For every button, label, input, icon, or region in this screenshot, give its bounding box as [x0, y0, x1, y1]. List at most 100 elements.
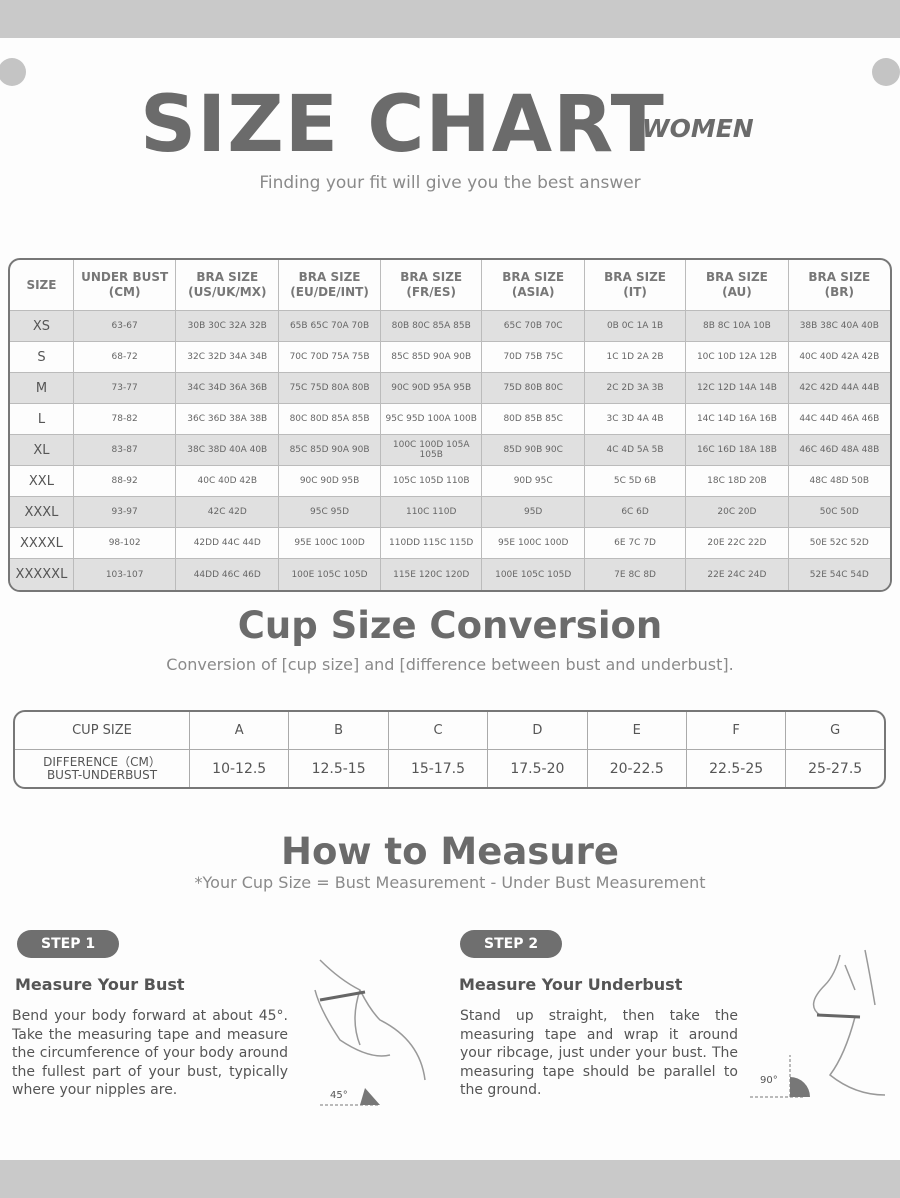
- table-cell: 65B 65C 70A 70B: [279, 311, 381, 342]
- table-cell: 0B 0C 1A 1B: [584, 311, 687, 342]
- cup-title: Cup Size Conversion: [237, 604, 663, 647]
- cup-size-table: CUP SIZE A B C D E F G DIFFERENCE（CM） BUST-UNDER…: [13, 710, 886, 789]
- column-header-line: SIZE: [26, 277, 57, 292]
- table-cell: 50C 50D: [788, 497, 890, 528]
- table-cell: 68-72: [73, 342, 177, 373]
- cup-cell: A: [190, 712, 290, 750]
- size-chart-table: SIZE UNDER BUST (CM) BRA SIZE (US/UK/MX) BRA …: [8, 258, 892, 592]
- table-row: L 78-82 36C 36D 38A 38B 80C 80D 85A 85B 95C …: [10, 404, 890, 435]
- cup-cell: G: [786, 712, 884, 750]
- difference-cell: 20-22.5: [588, 750, 687, 787]
- table-cell: 42C 42D: [176, 497, 280, 528]
- difference-label-line2: BUST-UNDERBUST: [46, 767, 158, 782]
- step-2-badge: STEP 2: [460, 930, 563, 958]
- table-cell: 3C 3D 4A 4B: [584, 404, 687, 435]
- table-cell: 85D 90B 90C: [482, 435, 585, 466]
- column-header-line: (BR): [824, 285, 854, 299]
- difference-label: DIFFERENCE（CM） BUST-UNDERBUST: [15, 750, 190, 787]
- table-cell: 80C 80D 85A 85B: [279, 404, 381, 435]
- table-cell: 16C 16D 18A 18B: [686, 435, 789, 466]
- column-header-line: (EU/DE/INT): [290, 285, 369, 299]
- step-1-badge: STEP 1: [17, 930, 120, 958]
- top-band: [0, 0, 900, 38]
- table-cell: 115E 120C 120D: [380, 559, 483, 590]
- table-cell: 110C 110D: [380, 497, 483, 528]
- table-cell: 48C 48D 50B: [788, 466, 890, 497]
- table-cell: 20C 20D: [686, 497, 789, 528]
- size-cell: XL: [10, 435, 74, 466]
- cup-size-label: CUP SIZE: [15, 712, 190, 750]
- table-cell: 90C 90D 95A 95B: [380, 373, 483, 404]
- table-cell: 38B 38C 40A 40B: [788, 311, 890, 342]
- column-header: BRA SIZE (EU/DE/INT): [279, 260, 381, 311]
- table-cell: 75C 75D 80A 80B: [279, 373, 381, 404]
- page-title: SIZE CHART: [140, 80, 665, 170]
- table-cell: 75D 80B 80C: [482, 373, 585, 404]
- table-cell: 38C 38D 40A 40B: [176, 435, 280, 466]
- column-header: BRA SIZE (AU): [686, 260, 789, 311]
- size-cell: S: [10, 342, 74, 373]
- column-header: UNDER BUST (CM): [73, 260, 177, 311]
- table-row: XXL 88-92 40C 40D 42B 90C 90D 95B 105C 105D …: [10, 466, 890, 497]
- table-cell: 95C 95D 100A 100B: [380, 404, 483, 435]
- table-cell: 110DD 115C 115D: [380, 528, 483, 559]
- decor-dot: [0, 58, 26, 86]
- difference-label-line1: DIFFERENCE（CM）: [43, 754, 161, 769]
- table-cell: 70C 70D 75A 75B: [279, 342, 381, 373]
- table-cell: 2C 2D 3A 3B: [584, 373, 687, 404]
- table-cell: 52E 54C 54D: [788, 559, 890, 590]
- size-cell: M: [10, 373, 74, 404]
- column-header: SIZE: [10, 260, 74, 311]
- step-1-heading: Measure Your Bust: [15, 975, 185, 994]
- column-header-line: (AU): [722, 285, 752, 299]
- measure-title: How to Measure: [280, 830, 620, 873]
- difference-cell: 22.5-25: [687, 750, 787, 787]
- table-cell: 20E 22C 22D: [686, 528, 789, 559]
- column-header-line: BRA SIZE: [196, 270, 259, 284]
- step-1-text: Bend your body forward at about 45°. Tak…: [12, 1008, 288, 1098]
- table-cell: 5C 5D 6B: [584, 466, 687, 497]
- table-cell: 18C 18D 20B: [686, 466, 789, 497]
- difference-cell: 12.5-15: [289, 750, 389, 787]
- table-row: M 73-77 34C 34D 36A 36B 75C 75D 80A 80B 90C …: [10, 373, 890, 404]
- column-header: BRA SIZE (BR): [788, 260, 890, 311]
- table-cell: 14C 14D 16A 16B: [686, 404, 789, 435]
- column-header: BRA SIZE (US/UK/MX): [176, 260, 280, 311]
- size-cell: XXL: [10, 466, 74, 497]
- table-cell: 78-82: [73, 404, 177, 435]
- table-cell: 90D 95C: [482, 466, 585, 497]
- table-cell: 46C 46D 48A 48B: [788, 435, 890, 466]
- table-cell: 10C 10D 12A 12B: [686, 342, 789, 373]
- angle-label: 90°: [760, 1075, 778, 1086]
- column-header: BRA SIZE (FR/ES): [380, 260, 483, 311]
- column-header-line: UNDER BUST: [81, 270, 169, 284]
- table-row: XXXXXL 103-107 44DD 46C 46D 100E 105C 105D 1…: [10, 559, 890, 590]
- table-cell: 34C 34D 36A 36B: [176, 373, 280, 404]
- table-cell: 7E 8C 8D: [584, 559, 687, 590]
- table-cell: 30B 30C 32A 32B: [176, 311, 280, 342]
- table-row: XXXL 93-97 42C 42D 95C 95D 110C 110D 95D 6C 6D…: [10, 497, 890, 528]
- column-header-line: BRA SIZE: [502, 270, 565, 284]
- table-row: S 68-72 32C 32D 34A 34B 70C 70D 75A 75B 85C …: [10, 342, 890, 373]
- cup-cell: D: [488, 712, 588, 750]
- table-cell: 4C 4D 5A 5B: [584, 435, 687, 466]
- table-cell: 44DD 46C 46D: [176, 559, 280, 590]
- column-header-line: BRA SIZE: [705, 270, 768, 284]
- table-cell: 1C 1D 2A 2B: [584, 342, 687, 373]
- table-cell: 8B 8C 10A 10B: [686, 311, 789, 342]
- table-cell: 40C 40D 42A 42B: [788, 342, 890, 373]
- table-cell: 73-77: [73, 373, 177, 404]
- table-cell: 65C 70B 70C: [482, 311, 585, 342]
- size-cell: XXXXXL: [10, 559, 74, 590]
- column-header-line: BRA SIZE: [604, 270, 666, 284]
- underbust-measure-illustration: 90°: [750, 949, 886, 1098]
- table-row: XXXXL 98-102 42DD 44C 44D 95E 100C 100D 110D…: [10, 528, 890, 559]
- cup-cell: C: [388, 712, 489, 750]
- title-tag: WOMEN: [642, 114, 754, 143]
- measure-subtitle: *Your Cup Size = Bust Measurement - Unde…: [194, 873, 706, 892]
- step-2-heading: Measure Your Underbust: [459, 975, 683, 994]
- step-2-text: Stand up straight, then take the measuri…: [460, 1008, 738, 1098]
- table-cell: 85C 85D 90A 90B: [380, 342, 483, 373]
- table-cell: 42DD 44C 44D: [176, 528, 280, 559]
- size-cell: XXXXL: [10, 528, 74, 559]
